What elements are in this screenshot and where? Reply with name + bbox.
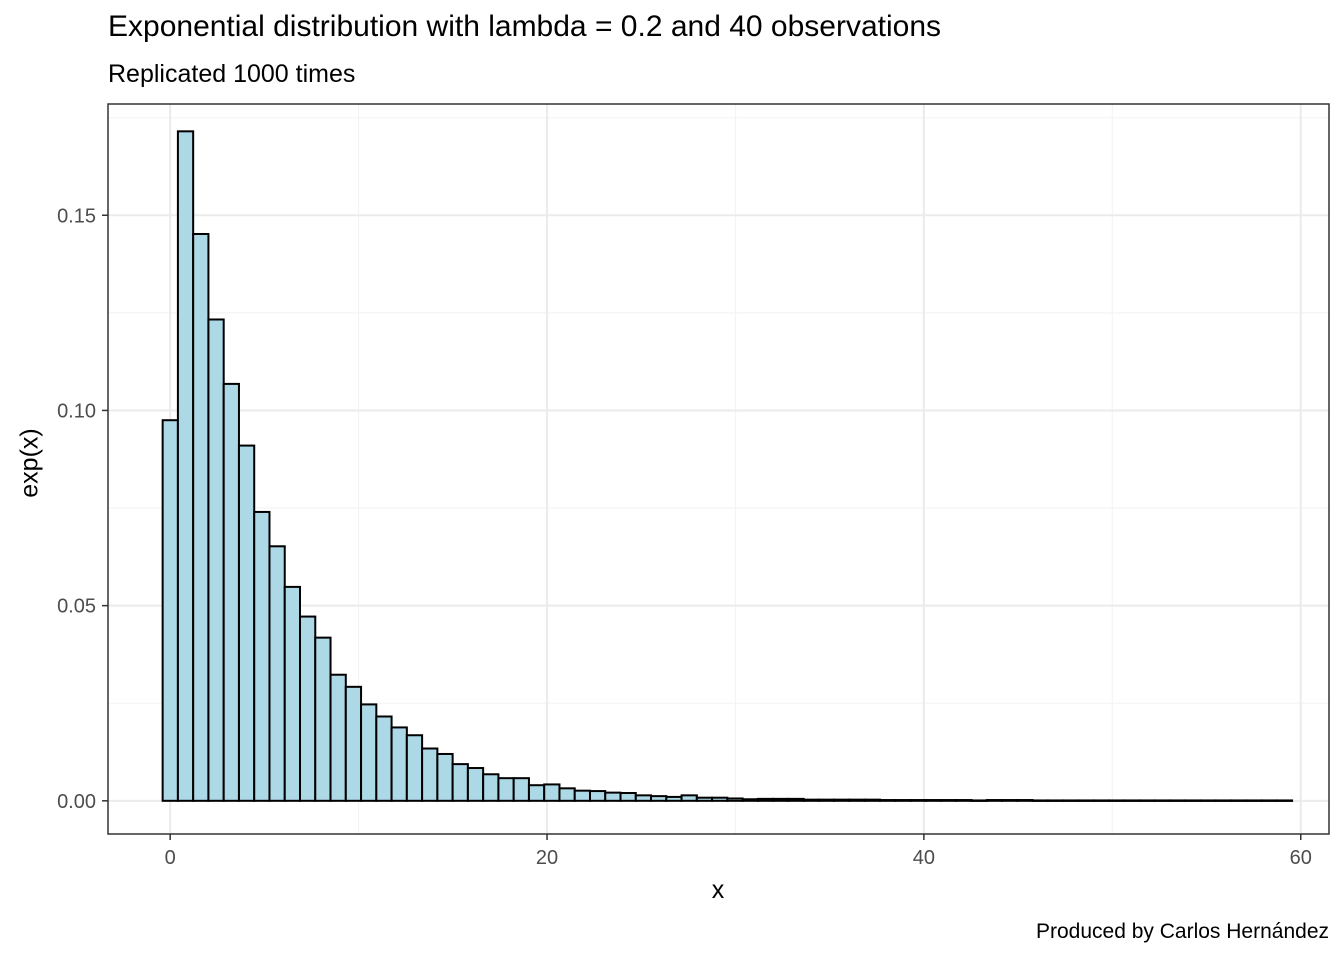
histogram-bar <box>1230 799 1248 802</box>
histogram-bar <box>680 794 698 802</box>
histogram-bar <box>558 787 576 802</box>
histogram-bar <box>955 799 973 802</box>
chart-caption: Produced by Carlos Hernández <box>1036 920 1329 943</box>
histogram-bar <box>1168 799 1187 802</box>
histogram-bar <box>207 318 225 802</box>
histogram-bar <box>512 777 530 802</box>
x-tick-label: 0 <box>165 847 176 869</box>
histogram-bar <box>1046 799 1065 802</box>
histogram-bar <box>894 799 912 802</box>
y-tick-label: 0.05 <box>57 596 96 618</box>
histogram-bar <box>466 767 485 802</box>
panel-border <box>107 103 1330 835</box>
histogram-bar <box>405 734 424 802</box>
histogram-bar <box>1275 799 1294 802</box>
histogram-bar <box>1184 799 1202 802</box>
histogram-bar <box>1077 799 1095 802</box>
histogram-bar <box>909 799 927 802</box>
y-axis-label: exp(x) <box>15 428 44 498</box>
histogram-bar <box>1016 799 1034 802</box>
histogram-bar <box>451 763 469 802</box>
histogram-bar <box>848 798 866 802</box>
histogram-bar <box>878 799 897 802</box>
histogram-bar <box>314 636 332 802</box>
histogram-bar <box>161 419 179 802</box>
histogram-bar <box>1138 799 1156 802</box>
histogram-bar <box>344 685 363 802</box>
histogram-bar <box>1107 799 1126 802</box>
histogram-bar <box>711 796 729 802</box>
histogram-bar <box>802 798 820 802</box>
y-tick-label: 0.10 <box>57 400 96 422</box>
histogram-bar <box>1123 799 1141 802</box>
histogram-bar <box>1199 799 1217 802</box>
histogram-bar <box>741 798 759 802</box>
histogram-bar <box>619 792 637 802</box>
chart-subtitle: Replicated 1000 times <box>108 60 356 88</box>
histogram-bar <box>268 545 286 802</box>
histogram-bar <box>482 773 500 802</box>
histogram-bar <box>1214 799 1233 802</box>
axes: 0 20 40 60 0.00 0.05 0.10 0.15 <box>57 103 1330 869</box>
histogram-bar <box>543 783 561 802</box>
histogram-bar <box>1062 799 1080 802</box>
histogram-bar <box>924 799 943 802</box>
histogram-bar <box>436 752 454 802</box>
histogram-bar <box>604 791 622 802</box>
histogram-bar <box>985 799 1004 802</box>
histogram-bar <box>390 726 408 802</box>
y-tick-label: 0.15 <box>57 205 96 227</box>
histogram-bar <box>176 130 195 802</box>
histogram-bar <box>375 715 393 802</box>
histogram-bar <box>756 797 775 802</box>
histogram-bar <box>588 790 607 802</box>
histogram-bar <box>1245 799 1263 802</box>
histogram-bar <box>940 799 958 802</box>
histogram-bar <box>573 789 591 802</box>
histogram-bar <box>787 797 805 802</box>
histogram-bar <box>1092 799 1110 802</box>
histogram-bar <box>222 382 240 802</box>
histogram-bar <box>497 777 515 802</box>
histogram-bar <box>726 797 744 802</box>
histogram-bar <box>360 703 378 802</box>
x-tick-label: 20 <box>536 847 558 869</box>
histogram-bar <box>237 444 256 802</box>
histogram-bar <box>772 797 790 802</box>
histogram-bar <box>833 798 851 802</box>
histogram-bar <box>817 798 836 802</box>
x-axis-label: x <box>711 876 725 904</box>
histogram-bar <box>970 799 988 802</box>
histogram-bar <box>650 795 668 802</box>
y-tick-label: 0.00 <box>57 791 96 813</box>
histogram-bar <box>299 615 317 802</box>
histogram-bar <box>253 510 271 802</box>
x-tick-label: 60 <box>1290 847 1312 869</box>
histogram-bar <box>1260 799 1278 802</box>
histogram-bars <box>161 130 1294 802</box>
histogram-bar <box>665 795 683 802</box>
histogram-bar <box>329 673 347 802</box>
histogram-bar <box>1153 799 1171 802</box>
histogram-bar <box>1001 799 1019 802</box>
histogram-bar <box>695 796 714 802</box>
histogram-bar <box>1031 799 1049 802</box>
histogram-bar <box>634 794 653 802</box>
histogram-bar <box>863 798 881 802</box>
histogram-bar <box>527 784 546 802</box>
histogram-bar <box>421 747 439 802</box>
chart-title: Exponential distribution with lambda = 0… <box>108 10 942 43</box>
histogram-bar <box>192 232 210 802</box>
histogram-bar <box>283 585 302 802</box>
x-tick-label: 40 <box>913 847 935 869</box>
